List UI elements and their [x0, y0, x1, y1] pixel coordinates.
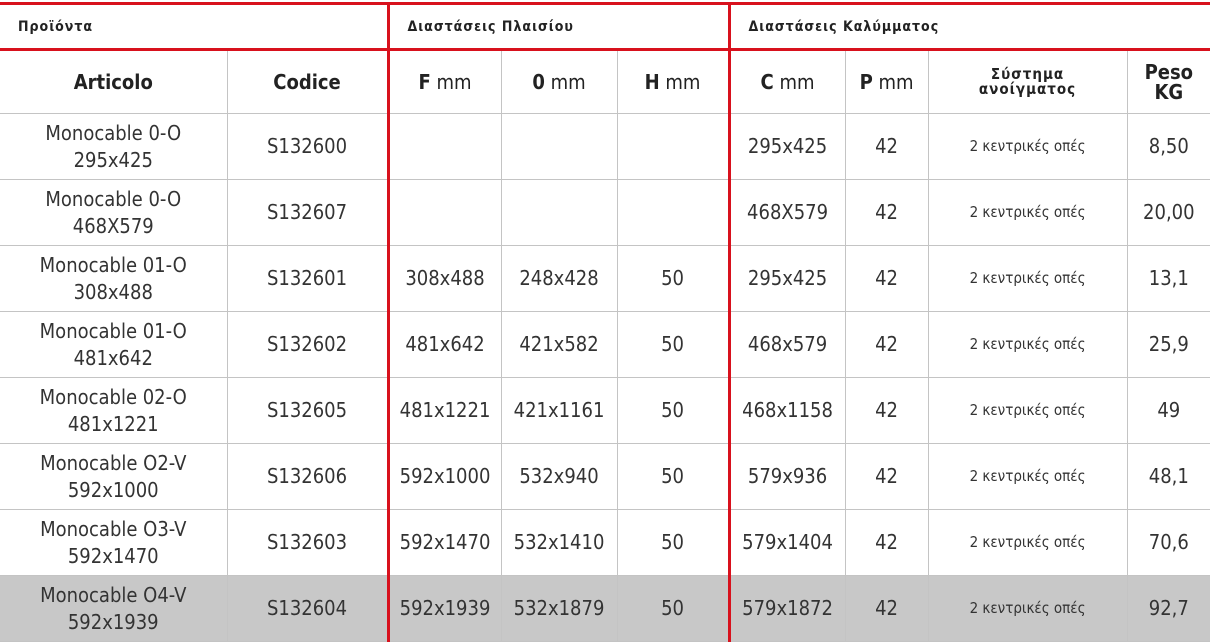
header-c: C mm: [727, 49, 846, 114]
cell-c: 295x425: [727, 245, 846, 312]
cell-system: 2 κεντρικές οπές: [927, 575, 1128, 642]
cell-c: 579x1404: [727, 509, 846, 576]
header-peso: Peso KG: [1126, 49, 1210, 114]
cell-f: [386, 113, 502, 180]
cell-articolo: Monocable 02-O 481x1221: [0, 377, 228, 444]
table-row: Monocable O3-V 592x1470 S132603 592x1470 532…: [0, 509, 1210, 576]
cell-system: 2 κεντρικές οπές: [927, 113, 1128, 180]
cell-articolo: Monocable 0-O 468X579: [0, 179, 228, 246]
table-row: Monocable O4-V 592x1939 S132604 592x1939 532…: [0, 575, 1210, 642]
cell-f: 308x488: [386, 245, 502, 312]
column-header-row: Articolo Codice F mm 0 mm H mm C mm P mm…: [0, 49, 1210, 114]
cell-p: 42: [844, 443, 929, 510]
cell-h: 50: [616, 575, 730, 642]
cell-peso: 49: [1126, 377, 1210, 444]
cell-h: 50: [616, 245, 730, 312]
cell-p: 42: [844, 311, 929, 378]
cell-system: 2 κεντρικές οπές: [927, 509, 1128, 576]
cell-code: S132604: [226, 575, 389, 642]
cell-h: 50: [616, 509, 730, 576]
cell-h: [616, 113, 730, 180]
cell-h: 50: [616, 377, 730, 444]
cell-articolo: Monocable O3-V 592x1470: [0, 509, 228, 576]
cell-o: 421x1161: [500, 377, 618, 444]
cell-system: 2 κεντρικές οπές: [927, 443, 1128, 510]
cell-code: S132603: [226, 509, 389, 576]
cell-c: 579x936: [727, 443, 846, 510]
header-system: Σύστημα ανοίγματος: [927, 49, 1128, 114]
cell-p: 42: [844, 377, 929, 444]
cell-articolo: Monocable 0-O 295x425: [0, 113, 228, 180]
cell-peso: 70,6: [1126, 509, 1210, 576]
cell-peso: 92,7: [1126, 575, 1210, 642]
header-h: H mm: [616, 49, 730, 114]
group-header-row: Προϊόντα Διαστάσεις Πλαισίου Διαστάσεις …: [0, 2, 1210, 51]
cell-c: 468X579: [727, 179, 846, 246]
cell-f: 481x1221: [386, 377, 502, 444]
cell-c: 579x1872: [727, 575, 846, 642]
cell-articolo: Monocable O4-V 592x1939: [0, 575, 228, 642]
header-p: P mm: [844, 49, 929, 114]
cell-c: 295x425: [727, 113, 846, 180]
cell-p: 42: [844, 113, 929, 180]
cell-code: S132600: [226, 113, 389, 180]
cell-o: [500, 113, 618, 180]
cell-f: 481x642: [386, 311, 502, 378]
cell-o: 532x1410: [500, 509, 618, 576]
cell-peso: 13,1: [1126, 245, 1210, 312]
cell-f: 592x1000: [386, 443, 502, 510]
cell-code: S132606: [226, 443, 389, 510]
cell-peso: 25,9: [1126, 311, 1210, 378]
cell-articolo: Monocable 01-O 308x488: [0, 245, 228, 312]
cell-code: S132605: [226, 377, 389, 444]
cell-o: 532x1879: [500, 575, 618, 642]
cell-peso: 8,50: [1126, 113, 1210, 180]
cell-peso: 20,00: [1126, 179, 1210, 246]
cell-h: 50: [616, 443, 730, 510]
cell-system: 2 κεντρικές οπές: [927, 245, 1128, 312]
cell-system: 2 κεντρικές οπές: [927, 179, 1128, 246]
cell-h: [616, 179, 730, 246]
cell-system: 2 κεντρικές οπές: [927, 311, 1128, 378]
cell-o: [500, 179, 618, 246]
cell-o: 248x428: [500, 245, 618, 312]
header-codice: Codice: [226, 49, 389, 114]
cell-f: [386, 179, 502, 246]
cell-f: 592x1939: [386, 575, 502, 642]
cell-c: 468x1158: [727, 377, 846, 444]
cell-code: S132602: [226, 311, 389, 378]
group-products: Προϊόντα: [0, 2, 389, 51]
cell-p: 42: [844, 179, 929, 246]
table-row: Monocable 0-O 295x425 S132600 295x425 42 2 κε…: [0, 113, 1210, 180]
cell-articolo: Monocable O2-V 592x1000: [0, 443, 228, 510]
cell-f: 592x1470: [386, 509, 502, 576]
header-o: 0 mm: [500, 49, 618, 114]
cell-c: 468x579: [727, 311, 846, 378]
group-frame-dimensions: Διαστάσεις Πλαισίου: [386, 2, 730, 51]
table-row: Monocable 02-O 481x1221 S132605 481x1221 421…: [0, 377, 1210, 444]
table-row: Monocable 01-O 481x642 S132602 481x642 421x5…: [0, 311, 1210, 378]
cell-h: 50: [616, 311, 730, 378]
cell-o: 421x582: [500, 311, 618, 378]
cell-p: 42: [844, 575, 929, 642]
cell-code: S132607: [226, 179, 389, 246]
cell-articolo: Monocable 01-O 481x642: [0, 311, 228, 378]
cell-system: 2 κεντρικές οπές: [927, 377, 1128, 444]
table-row: Monocable 01-O 308x488 S132601 308x488 248x4…: [0, 245, 1210, 312]
header-f: F mm: [386, 49, 502, 114]
table-row: Monocable 0-O 468X579 S132607 468X579 42 2 κε…: [0, 179, 1210, 246]
header-articolo: Articolo: [0, 49, 228, 114]
cell-peso: 48,1: [1126, 443, 1210, 510]
cell-p: 42: [844, 245, 929, 312]
cell-p: 42: [844, 509, 929, 576]
table-row: Monocable O2-V 592x1000 S132606 592x1000 532…: [0, 443, 1210, 510]
cell-o: 532x940: [500, 443, 618, 510]
group-cover-dimensions: Διαστάσεις Καλύμματος: [727, 2, 1210, 51]
cell-code: S132601: [226, 245, 389, 312]
